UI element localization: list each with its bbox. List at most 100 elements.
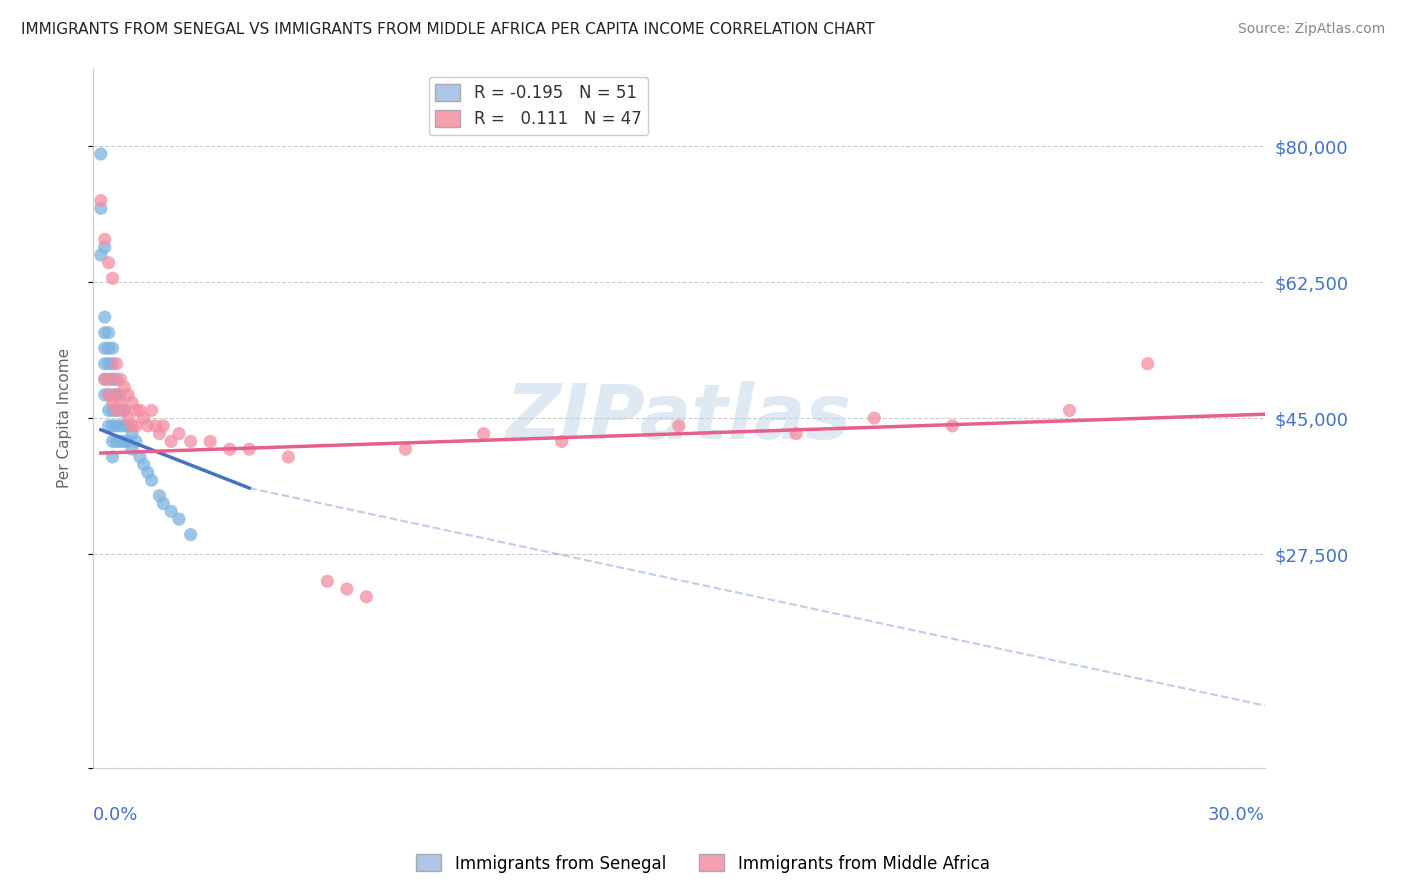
Point	[128, 450, 150, 464]
Point	[152, 497, 174, 511]
Legend: R = -0.195   N = 51, R =   0.111   N = 47: R = -0.195 N = 51, R = 0.111 N = 47	[429, 77, 648, 135]
Point	[121, 426, 143, 441]
Point	[110, 434, 132, 449]
Point	[97, 418, 120, 433]
Point	[132, 458, 155, 472]
Point	[101, 372, 124, 386]
Point	[198, 434, 221, 449]
Point	[110, 372, 132, 386]
Point	[112, 418, 135, 433]
Point	[93, 232, 115, 246]
Point	[160, 504, 183, 518]
Point	[941, 418, 963, 433]
Point	[117, 411, 139, 425]
Point	[101, 403, 124, 417]
Point	[97, 372, 120, 386]
Point	[105, 434, 128, 449]
Point	[117, 434, 139, 449]
Point	[105, 403, 128, 417]
Point	[101, 271, 124, 285]
Point	[90, 194, 112, 208]
Point	[90, 147, 112, 161]
Point	[93, 310, 115, 325]
Point	[112, 380, 135, 394]
Point	[277, 450, 299, 464]
Point	[112, 434, 135, 449]
Point	[105, 388, 128, 402]
Point	[110, 388, 132, 402]
Point	[110, 418, 132, 433]
Point	[117, 388, 139, 402]
Point	[110, 403, 132, 417]
Point	[128, 403, 150, 417]
Point	[132, 411, 155, 425]
Point	[101, 434, 124, 449]
Point	[316, 574, 339, 589]
Point	[785, 426, 807, 441]
Point	[117, 418, 139, 433]
Point	[101, 395, 124, 409]
Point	[180, 527, 202, 541]
Y-axis label: Per Capita Income: Per Capita Income	[58, 348, 72, 488]
Point	[141, 473, 163, 487]
Point	[105, 357, 128, 371]
Point	[101, 388, 124, 402]
Point	[90, 202, 112, 216]
Point	[356, 590, 378, 604]
Point	[97, 388, 120, 402]
Point	[1059, 403, 1081, 417]
Point	[145, 418, 167, 433]
Point	[863, 411, 886, 425]
Point	[93, 326, 115, 340]
Point	[180, 434, 202, 449]
Point	[1136, 357, 1159, 371]
Point	[121, 395, 143, 409]
Point	[136, 418, 159, 433]
Point	[668, 418, 690, 433]
Point	[97, 256, 120, 270]
Point	[93, 357, 115, 371]
Point	[93, 372, 115, 386]
Point	[105, 388, 128, 402]
Point	[336, 582, 359, 596]
Text: IMMIGRANTS FROM SENEGAL VS IMMIGRANTS FROM MIDDLE AFRICA PER CAPITA INCOME CORRE: IMMIGRANTS FROM SENEGAL VS IMMIGRANTS FR…	[21, 22, 875, 37]
Point	[93, 341, 115, 355]
Point	[105, 372, 128, 386]
Point	[101, 450, 124, 464]
Point	[97, 326, 120, 340]
Point	[101, 357, 124, 371]
Point	[238, 442, 260, 457]
Text: Source: ZipAtlas.com: Source: ZipAtlas.com	[1237, 22, 1385, 37]
Point	[152, 418, 174, 433]
Point	[97, 357, 120, 371]
Point	[148, 489, 170, 503]
Point	[90, 248, 112, 262]
Point	[105, 403, 128, 417]
Point	[160, 434, 183, 449]
Point	[167, 426, 190, 441]
Text: 30.0%: 30.0%	[1208, 806, 1265, 824]
Text: ZIPatlas: ZIPatlas	[506, 381, 852, 455]
Point	[97, 341, 120, 355]
Point	[97, 403, 120, 417]
Point	[93, 372, 115, 386]
Point	[125, 434, 148, 449]
Point	[112, 403, 135, 417]
Point	[141, 403, 163, 417]
Point	[101, 341, 124, 355]
Point	[472, 426, 495, 441]
Point	[125, 418, 148, 433]
Point	[112, 403, 135, 417]
Point	[148, 426, 170, 441]
Point	[551, 434, 574, 449]
Point	[101, 372, 124, 386]
Point	[121, 418, 143, 433]
Point	[110, 395, 132, 409]
Legend: Immigrants from Senegal, Immigrants from Middle Africa: Immigrants from Senegal, Immigrants from…	[409, 847, 997, 880]
Point	[101, 418, 124, 433]
Point	[125, 403, 148, 417]
Text: 0.0%: 0.0%	[93, 806, 138, 824]
Point	[97, 388, 120, 402]
Point	[394, 442, 416, 457]
Point	[121, 442, 143, 457]
